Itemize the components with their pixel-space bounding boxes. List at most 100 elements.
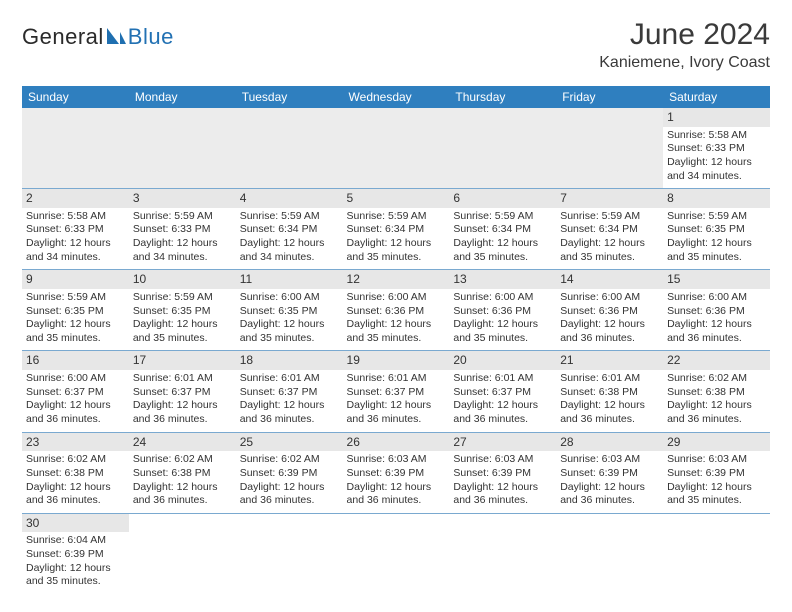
sunrise-text: Sunrise: 6:01 AM: [133, 372, 232, 386]
sunset-text: Sunset: 6:33 PM: [133, 223, 232, 237]
day1-text: Daylight: 12 hours: [133, 237, 232, 251]
location-label: Kaniemene, Ivory Coast: [599, 54, 770, 72]
sunset-text: Sunset: 6:39 PM: [347, 467, 446, 481]
sunrise-text: Sunrise: 6:00 AM: [560, 291, 659, 305]
sunset-text: Sunset: 6:38 PM: [133, 467, 232, 481]
day-cell: 18Sunrise: 6:01 AMSunset: 6:37 PMDayligh…: [236, 351, 343, 432]
day-cell: 29Sunrise: 6:03 AMSunset: 6:39 PMDayligh…: [663, 432, 770, 513]
sunset-text: Sunset: 6:35 PM: [26, 305, 125, 319]
day1-text: Daylight: 12 hours: [560, 481, 659, 495]
day1-text: Daylight: 12 hours: [560, 318, 659, 332]
sunset-text: Sunset: 6:38 PM: [26, 467, 125, 481]
day1-text: Daylight: 12 hours: [26, 481, 125, 495]
weekday-header: Wednesday: [343, 86, 450, 108]
sunset-text: Sunset: 6:39 PM: [240, 467, 339, 481]
day-number: 27: [449, 433, 556, 452]
empty-cell: [449, 513, 556, 594]
day-number: 24: [129, 433, 236, 452]
day1-text: Daylight: 12 hours: [667, 318, 766, 332]
day2-text: and 34 minutes.: [667, 170, 766, 184]
calendar-body: 1Sunrise: 5:58 AMSunset: 6:33 PMDaylight…: [22, 108, 770, 594]
sunrise-text: Sunrise: 5:59 AM: [133, 291, 232, 305]
sunrise-text: Sunrise: 6:03 AM: [560, 453, 659, 467]
sunset-text: Sunset: 6:38 PM: [667, 386, 766, 400]
day1-text: Daylight: 12 hours: [26, 399, 125, 413]
sunrise-text: Sunrise: 5:59 AM: [240, 210, 339, 224]
day2-text: and 35 minutes.: [560, 251, 659, 265]
calendar-row: 1Sunrise: 5:58 AMSunset: 6:33 PMDaylight…: [22, 108, 770, 189]
day-number: 4: [236, 189, 343, 208]
day2-text: and 36 minutes.: [667, 413, 766, 427]
day-cell: 7Sunrise: 5:59 AMSunset: 6:34 PMDaylight…: [556, 189, 663, 270]
brand-logo: General Blue: [22, 18, 174, 50]
sunrise-text: Sunrise: 5:59 AM: [667, 210, 766, 224]
weekday-header: Thursday: [449, 86, 556, 108]
day-cell: 14Sunrise: 6:00 AMSunset: 6:36 PMDayligh…: [556, 270, 663, 351]
day2-text: and 36 minutes.: [560, 494, 659, 508]
calendar-row: 16Sunrise: 6:00 AMSunset: 6:37 PMDayligh…: [22, 351, 770, 432]
day2-text: and 35 minutes.: [453, 332, 552, 346]
day2-text: and 35 minutes.: [347, 251, 446, 265]
day-cell: 25Sunrise: 6:02 AMSunset: 6:39 PMDayligh…: [236, 432, 343, 513]
day-cell: 17 Sunrise: 6:01 AMSunset: 6:37 PMDayligh…: [129, 351, 236, 432]
day2-text: and 35 minutes.: [240, 332, 339, 346]
day-cell: 5Sunrise: 5:59 AMSunset: 6:34 PMDaylight…: [343, 189, 450, 270]
day-number: 1: [663, 108, 770, 127]
sunset-text: Sunset: 6:34 PM: [560, 223, 659, 237]
day2-text: and 35 minutes.: [667, 251, 766, 265]
day-cell: 11Sunrise: 6:00 AMSunset: 6:35 PMDayligh…: [236, 270, 343, 351]
day-number: 17: [129, 351, 236, 370]
day1-text: Daylight: 12 hours: [133, 399, 232, 413]
title-block: June 2024 Kaniemene, Ivory Coast: [599, 18, 770, 72]
day1-text: Daylight: 12 hours: [240, 481, 339, 495]
day-number: 19: [343, 351, 450, 370]
day2-text: and 36 minutes.: [347, 413, 446, 427]
weekday-header: Saturday: [663, 86, 770, 108]
calendar-row: 30Sunrise: 6:04 AMSunset: 6:39 PMDayligh…: [22, 513, 770, 594]
weekday-header: Monday: [129, 86, 236, 108]
day-cell: 9Sunrise: 5:59 AMSunset: 6:35 PMDaylight…: [22, 270, 129, 351]
empty-cell: [129, 108, 236, 189]
sunrise-text: Sunrise: 5:59 AM: [560, 210, 659, 224]
day2-text: and 35 minutes.: [453, 251, 552, 265]
calendar-row: 23Sunrise: 6:02 AMSunset: 6:38 PMDayligh…: [22, 432, 770, 513]
day1-text: Daylight: 12 hours: [560, 399, 659, 413]
day-number: 13: [449, 270, 556, 289]
day-number: 16: [22, 351, 129, 370]
sunset-text: Sunset: 6:37 PM: [26, 386, 125, 400]
brand-part2: Blue: [128, 24, 174, 50]
sail-icon: [105, 26, 127, 49]
day-cell: 13Sunrise: 6:00 AMSunset: 6:36 PMDayligh…: [449, 270, 556, 351]
sunset-text: Sunset: 6:37 PM: [347, 386, 446, 400]
weekday-header: Tuesday: [236, 86, 343, 108]
empty-cell: [343, 513, 450, 594]
day1-text: Daylight: 12 hours: [240, 399, 339, 413]
day2-text: and 36 minutes.: [560, 332, 659, 346]
day1-text: Daylight: 12 hours: [667, 399, 766, 413]
day2-text: and 34 minutes.: [133, 251, 232, 265]
day-number: 30: [22, 514, 129, 533]
sunset-text: Sunset: 6:37 PM: [133, 386, 232, 400]
day-cell: 24Sunrise: 6:02 AMSunset: 6:38 PMDayligh…: [129, 432, 236, 513]
day-number: 22: [663, 351, 770, 370]
day-cell: 12Sunrise: 6:00 AMSunset: 6:36 PMDayligh…: [343, 270, 450, 351]
day1-text: Daylight: 12 hours: [133, 318, 232, 332]
day2-text: and 35 minutes.: [347, 332, 446, 346]
sunrise-text: Sunrise: 6:02 AM: [667, 372, 766, 386]
sunset-text: Sunset: 6:35 PM: [667, 223, 766, 237]
day-number: 8: [663, 189, 770, 208]
day1-text: Daylight: 12 hours: [26, 562, 125, 576]
sunset-text: Sunset: 6:34 PM: [453, 223, 552, 237]
day2-text: and 36 minutes.: [240, 494, 339, 508]
day1-text: Daylight: 12 hours: [240, 237, 339, 251]
sunset-text: Sunset: 6:38 PM: [560, 386, 659, 400]
sunset-text: Sunset: 6:37 PM: [240, 386, 339, 400]
day1-text: Daylight: 12 hours: [26, 318, 125, 332]
day-number: 25: [236, 433, 343, 452]
day1-text: Daylight: 12 hours: [347, 318, 446, 332]
sunrise-text: Sunrise: 5:58 AM: [667, 129, 766, 143]
day-cell: 27Sunrise: 6:03 AMSunset: 6:39 PMDayligh…: [449, 432, 556, 513]
sunrise-text: Sunrise: 6:03 AM: [347, 453, 446, 467]
sunrise-text: Sunrise: 6:02 AM: [240, 453, 339, 467]
day-cell: 28Sunrise: 6:03 AMSunset: 6:39 PMDayligh…: [556, 432, 663, 513]
